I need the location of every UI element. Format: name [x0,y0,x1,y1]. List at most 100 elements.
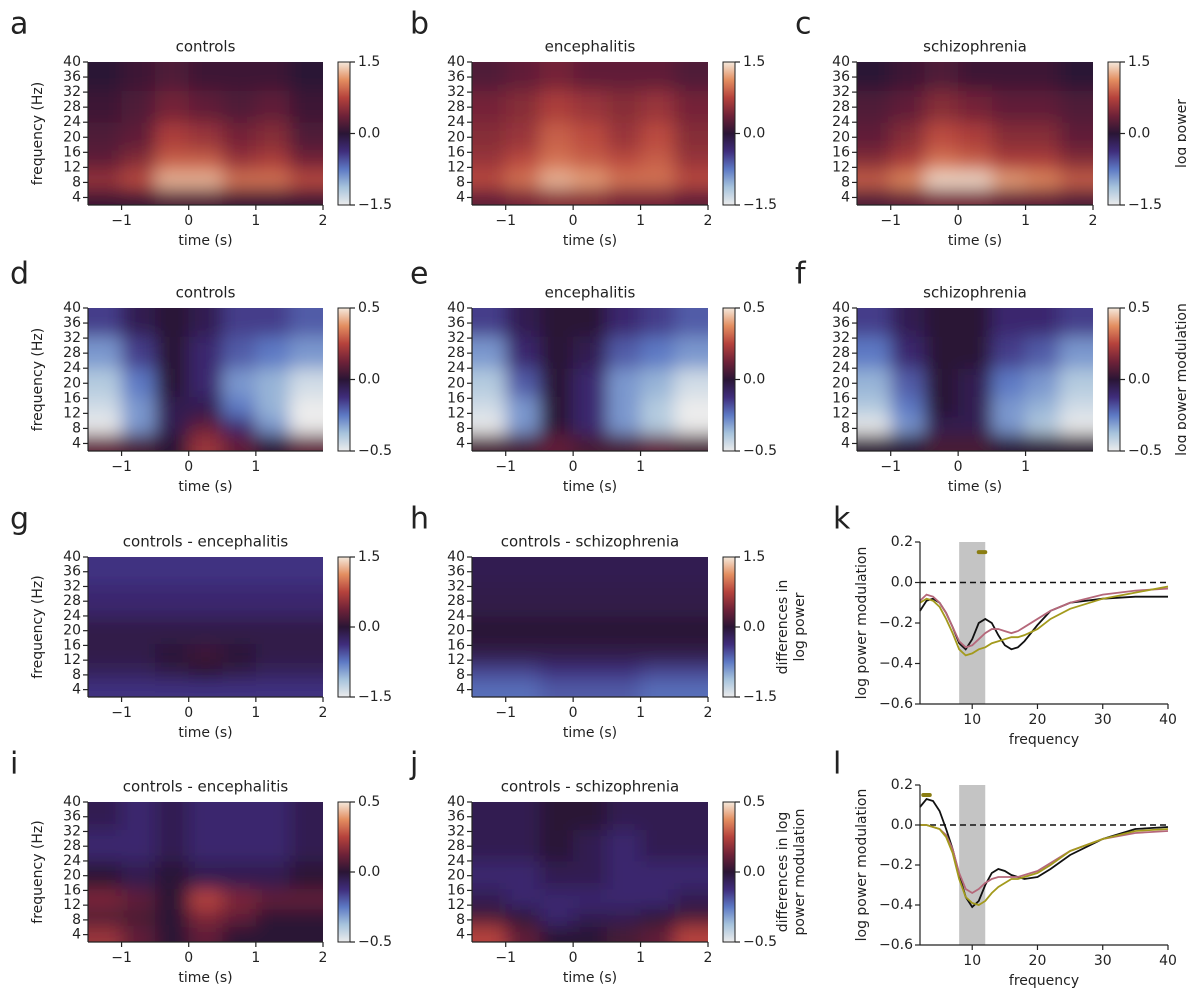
heatmap-cell [505,171,540,189]
series-line [919,797,1169,909]
heatmap-cell [88,908,123,926]
heatmap-cell [188,888,223,910]
heatmap-cell [539,680,574,697]
heatmap-cell [958,396,993,418]
heatmap-cell [121,908,156,926]
heatmap-cell [255,188,290,205]
y-tick-label: 12 [63,897,81,913]
heatmap-cell [188,188,223,205]
heatmap-cell [472,150,507,172]
heatmap-cell [539,643,574,665]
y-tick-label: 12 [63,159,81,175]
heatmap-cell [88,396,123,418]
heatmap-cell [505,663,540,681]
heatmap-image [472,802,708,942]
heatmap-cell [991,308,1027,337]
y-tick-label: 16 [447,390,465,406]
heatmap-cell [88,925,123,942]
heatmap-cell [289,557,323,586]
heatmap-cell [640,150,675,172]
x-axis-label: time (s) [178,970,232,986]
heatmap-cell [88,802,123,831]
heatmap-cell [573,908,608,926]
x-tick-label: 0 [184,705,193,721]
heatmap-cell [88,643,123,665]
heatmap-cell [1025,150,1060,172]
colorbar-tick-label: 1.5 [358,54,380,70]
heatmap-cell [505,90,540,123]
heatmap-cell [606,888,642,910]
heatmap-cell [1059,396,1093,418]
heatmap-image [472,308,708,451]
shaded-span [959,785,986,945]
heatmap-cell [255,860,290,890]
heatmap-cell [188,860,223,890]
heatmap-cell [222,308,257,337]
heatmap-cell [1059,368,1093,397]
heatmap-cell [255,557,290,586]
heatmap-cell [505,308,540,337]
heatmap-cell [222,663,257,681]
y-tick-label: 12 [832,159,850,175]
y-tick-label: 40 [447,549,465,565]
x-tick-label: −1 [495,213,516,229]
colorbar-tick-label: 0.0 [1128,372,1150,388]
y-tick-label: 0.0 [891,575,913,591]
y-tick-label: 40 [447,54,465,70]
heatmap-cell [505,417,540,435]
heatmap-cell [573,663,608,681]
colorbar-tick-label: 1.5 [358,549,380,565]
x-tick-label: 2 [704,705,713,721]
x-tick-label: 0 [954,213,963,229]
heatmap-cell [255,368,290,397]
heatmap-cell [674,680,708,697]
heatmap-cell [539,925,574,942]
heatmap [88,802,323,942]
heatmap-cell [674,434,708,451]
heatmap-cell [255,680,290,697]
heatmap-cell [188,122,223,151]
heatmap-cell [606,417,642,435]
heatmap-cell [991,417,1027,435]
heatmap-cell [640,557,675,586]
heatmap-cell [155,802,190,831]
heatmap-cell [991,188,1027,205]
y-tick-label: 36 [63,809,81,825]
heatmap-cell [155,122,190,151]
chart-title: controls - encephalitis [123,533,289,551]
heatmap-cell [505,615,540,645]
heatmap-cell [88,434,123,451]
y-tick-label: 32 [832,84,850,100]
colorbar-tick-label: 0.0 [358,864,380,880]
heatmap-cell [674,643,708,665]
heatmap-cell [255,308,290,337]
heatmap-cell [573,188,608,205]
y-tick-label: 24 [447,853,465,869]
heatmap-cell [606,434,642,451]
colorbar [722,556,736,698]
y-tick-label: 8 [456,420,465,436]
y-tick-label: 28 [447,838,465,854]
colorbar-tick-label: 0.5 [358,794,380,810]
y-axis-label: log power modulation [854,547,870,700]
heatmap-cell [924,150,959,172]
y-tick-label: 20 [63,375,81,391]
heatmap-cell [1025,368,1060,397]
heatmap-cell [472,643,507,665]
heatmap-cell [958,368,993,397]
heatmap-cell [924,417,959,435]
heatmap [88,308,323,451]
heatmap-cell [472,663,507,681]
y-tick-label: 16 [63,637,81,653]
x-tick-label: 0 [569,705,578,721]
heatmap-cell [606,615,642,645]
heatmap-cell [674,557,708,586]
heatmap-cell [674,829,708,862]
heatmap-cell [924,308,959,337]
heatmap-cell [255,584,290,617]
heatmap-cell [88,888,123,910]
heatmap [88,557,323,697]
y-tick-label: 4 [841,189,850,205]
heatmap-cell [121,802,156,831]
heatmap-cell [472,802,507,831]
